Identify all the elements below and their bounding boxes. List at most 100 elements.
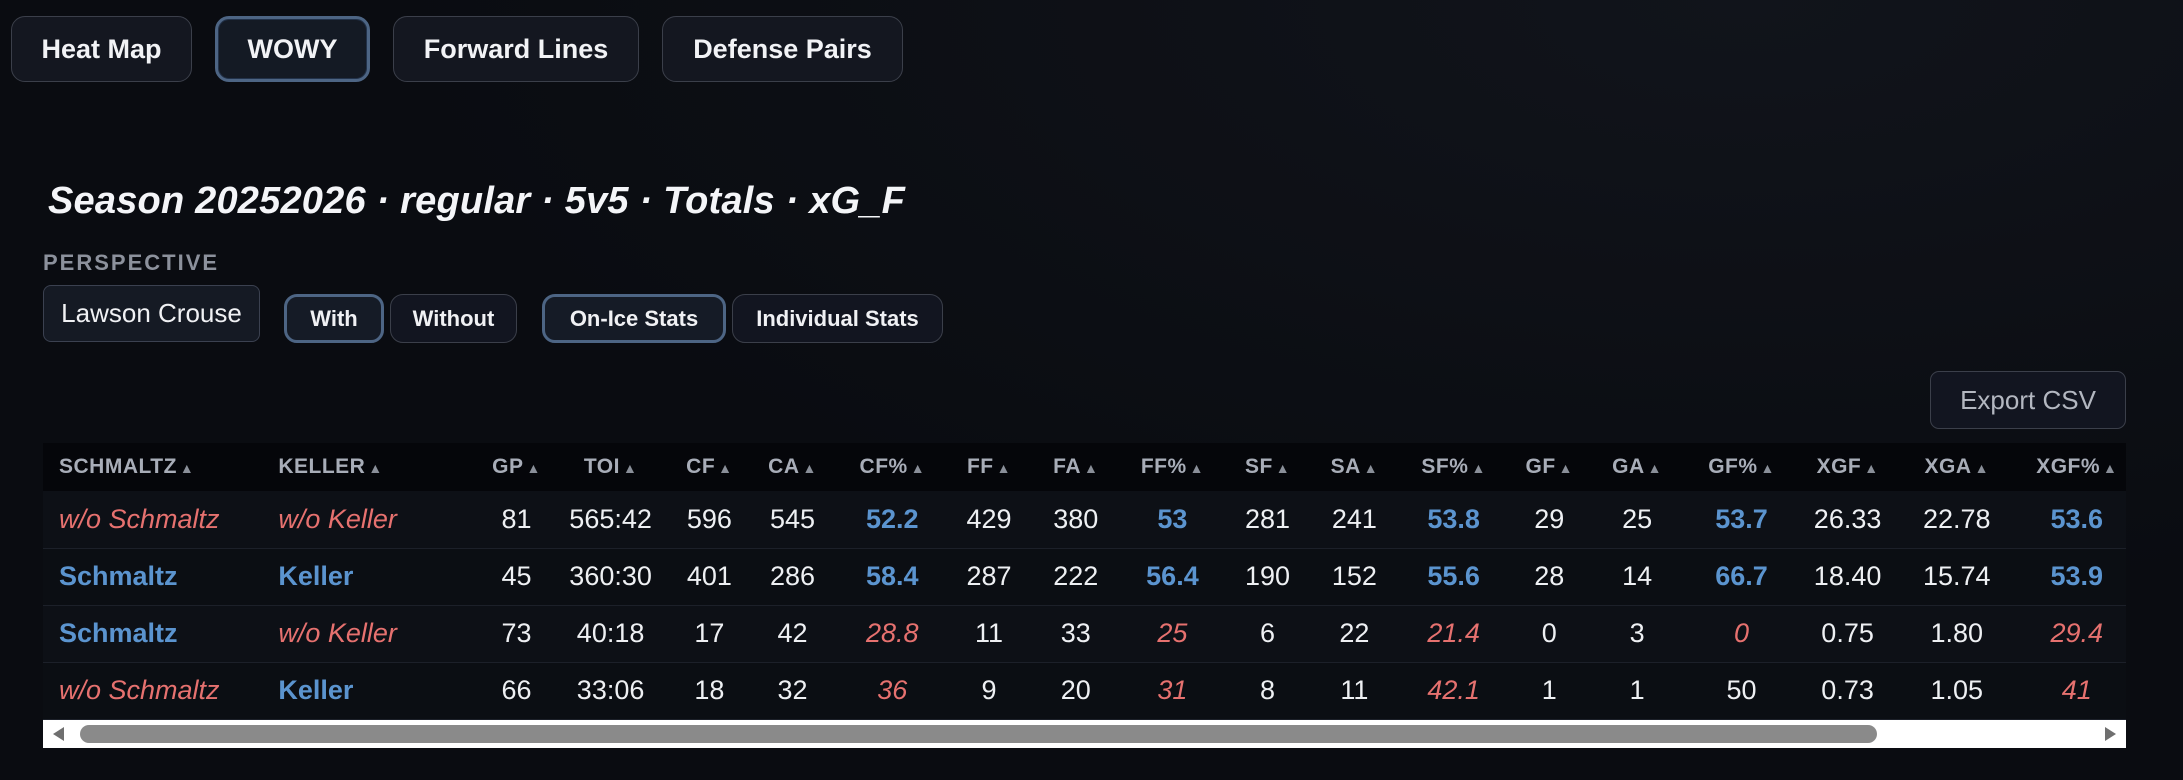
stat-cell: 15.74 [1922, 561, 1991, 591]
individual-stats-toggle[interactable]: Individual Stats [732, 294, 943, 343]
table-row[interactable]: Schmaltz w/o Keller 73 40:18 17 42 28.8 11 33 25 6… [43, 605, 2126, 662]
tab-forward-lines[interactable]: Forward Lines [393, 16, 639, 82]
sort-arrow-icon: ▲ [368, 460, 383, 476]
stat-cell: 42.1 [1427, 675, 1480, 705]
schmaltz-cell: w/o Schmaltz [59, 675, 220, 705]
column-header-label: CF% [859, 455, 908, 478]
column-header-toi[interactable]: TOI ▲ [550, 443, 671, 491]
sort-arrow-icon: ▲ [2103, 460, 2118, 476]
stat-cell: 53 [1157, 503, 1188, 534]
tab-heat-map[interactable]: Heat Map [11, 16, 192, 82]
sort-arrow-icon: ▲ [526, 460, 541, 476]
column-header-label: CA [768, 455, 800, 478]
sort-arrow-icon: ▲ [1647, 460, 1663, 476]
stat-cell: 32 [777, 675, 808, 705]
stat-cell: 1.80 [1930, 618, 1984, 648]
column-header-cf[interactable]: CF ▲ [671, 443, 748, 491]
stat-cell: 1.05 [1930, 675, 1984, 705]
wowy-table: SCHMALTZ ▲ KELLER ▲ GP ▲ TOI ▲ CF ▲ CA ▲ CF% ▲ FF ▲ FA ▲ F… [43, 443, 2126, 720]
column-header-label: CF [686, 455, 716, 478]
stat-cell: 33:06 [576, 675, 645, 705]
column-header-sa[interactable]: SA ▲ [1311, 443, 1397, 491]
stat-cell: 29 [1534, 503, 1565, 534]
column-header-xgf[interactable]: XGF ▲ [1798, 443, 1898, 491]
stat-cell: 29.4 [2050, 618, 2104, 648]
stat-cell: 20 [1060, 675, 1091, 705]
column-header-label: SF% [1421, 455, 1469, 478]
stat-cell: 545 [769, 503, 816, 534]
stat-cell: 3 [1629, 618, 1645, 648]
tab-wowy[interactable]: WOWY [215, 16, 370, 82]
column-header-label: GA [1612, 455, 1645, 478]
column-header-xga[interactable]: XGA ▲ [1897, 443, 2016, 491]
sort-arrow-icon: ▲ [802, 460, 817, 476]
stat-cell: 66 [501, 675, 532, 705]
stat-cell: 25 [1157, 618, 1188, 648]
stat-cell: 53.8 [1427, 503, 1480, 534]
column-header-label: SF [1244, 455, 1273, 478]
stat-cell: 66.7 [1715, 561, 1768, 591]
stat-cell: 50 [1726, 675, 1757, 705]
stat-cell: 22.78 [1922, 503, 1991, 534]
sort-arrow-icon: ▲ [1864, 460, 1879, 476]
stat-cell: 58.4 [866, 561, 919, 591]
stat-cell: 36 [877, 675, 908, 705]
column-header-cf-pct[interactable]: CF% ▲ [837, 443, 947, 491]
scroll-right-arrow-icon[interactable] [2105, 727, 2116, 741]
column-header-gp[interactable]: GP ▲ [483, 443, 551, 491]
stat-cell: 0 [1541, 618, 1557, 648]
table-row[interactable]: w/o Schmaltz w/o Keller 81 565:42 596 545 52.2… [43, 491, 2126, 548]
sort-arrow-icon: ▲ [1471, 460, 1486, 476]
table-row[interactable]: w/o Schmaltz Keller 66 33:06 18 32 36 9 20 31 8 11 4… [43, 662, 2126, 719]
column-header-sf[interactable]: SF ▲ [1224, 443, 1311, 491]
column-header-gf[interactable]: GF ▲ [1510, 443, 1589, 491]
without-toggle[interactable]: Without [390, 294, 517, 343]
stat-cell: 286 [769, 561, 816, 591]
stat-cell: 401 [686, 561, 732, 591]
column-header-schmaltz[interactable]: SCHMALTZ ▲ [43, 443, 262, 491]
column-header-sf-pct[interactable]: SF% ▲ [1397, 443, 1509, 491]
column-header-keller[interactable]: KELLER ▲ [262, 443, 482, 491]
column-header-gf-pct[interactable]: GF% ▲ [1685, 443, 1797, 491]
scroll-left-arrow-icon[interactable] [53, 727, 64, 741]
schmaltz-cell: Schmaltz [59, 618, 178, 648]
tab-defense-pairs[interactable]: Defense Pairs [662, 16, 903, 82]
column-header-label: SA [1330, 455, 1361, 478]
stat-cell: 17 [694, 618, 725, 648]
keller-cell: Keller [278, 561, 354, 591]
column-header-ga[interactable]: GA ▲ [1589, 443, 1686, 491]
horizontal-scrollbar[interactable] [43, 720, 2126, 748]
with-toggle[interactable]: With [284, 294, 384, 343]
column-header-xgf-pct[interactable]: XGF% ▲ [2016, 443, 2126, 491]
player-selector[interactable]: Lawson Crouse [43, 285, 260, 342]
column-header-ca[interactable]: CA ▲ [748, 443, 837, 491]
view-tabs: Heat Map WOWY Forward Lines Defense Pair… [11, 16, 926, 84]
stat-cell: 73 [501, 618, 532, 648]
column-header-fa[interactable]: FA ▲ [1031, 443, 1121, 491]
export-csv-button[interactable]: Export CSV [1930, 371, 2126, 429]
wowy-table-container: SCHMALTZ ▲ KELLER ▲ GP ▲ TOI ▲ CF ▲ CA ▲ CF% ▲ FF ▲ FA ▲ F… [43, 443, 2126, 720]
table-header-row: SCHMALTZ ▲ KELLER ▲ GP ▲ TOI ▲ CF ▲ CA ▲ CF% ▲ FF ▲ FA ▲ F… [43, 443, 2126, 491]
stat-cell: 40:18 [576, 618, 645, 648]
stat-cell: 28.8 [866, 618, 919, 648]
column-header-label: XGF% [2036, 455, 2101, 478]
column-header-label: FF% [1140, 455, 1187, 478]
column-header-ff-pct[interactable]: FF% ▲ [1121, 443, 1224, 491]
page-title: Season 20252026 · regular · 5v5 · Totals… [48, 180, 906, 222]
column-header-ff[interactable]: FF ▲ [947, 443, 1030, 491]
column-header-label: SCHMALTZ [59, 455, 177, 478]
stat-cell: 52.2 [866, 503, 919, 534]
column-header-label: XGF [1816, 455, 1862, 478]
table-row[interactable]: Schmaltz Keller 45 360:30 401 286 58.4 287 222 56… [43, 548, 2126, 605]
column-header-label: GF% [1708, 455, 1758, 478]
perspective-label: PERSPECTIVE [43, 250, 220, 275]
column-header-label: TOI [583, 455, 620, 478]
on-ice-stats-toggle[interactable]: On-Ice Stats [542, 294, 726, 343]
sort-arrow-icon: ▲ [1189, 460, 1205, 476]
scrollbar-thumb[interactable] [80, 725, 1877, 743]
stat-cell: 429 [966, 503, 1012, 534]
stat-cell: 18.40 [1813, 561, 1882, 591]
column-header-label: GP [492, 455, 524, 478]
stat-cell: 0 [1734, 618, 1750, 648]
stat-cell: 14 [1622, 561, 1653, 591]
